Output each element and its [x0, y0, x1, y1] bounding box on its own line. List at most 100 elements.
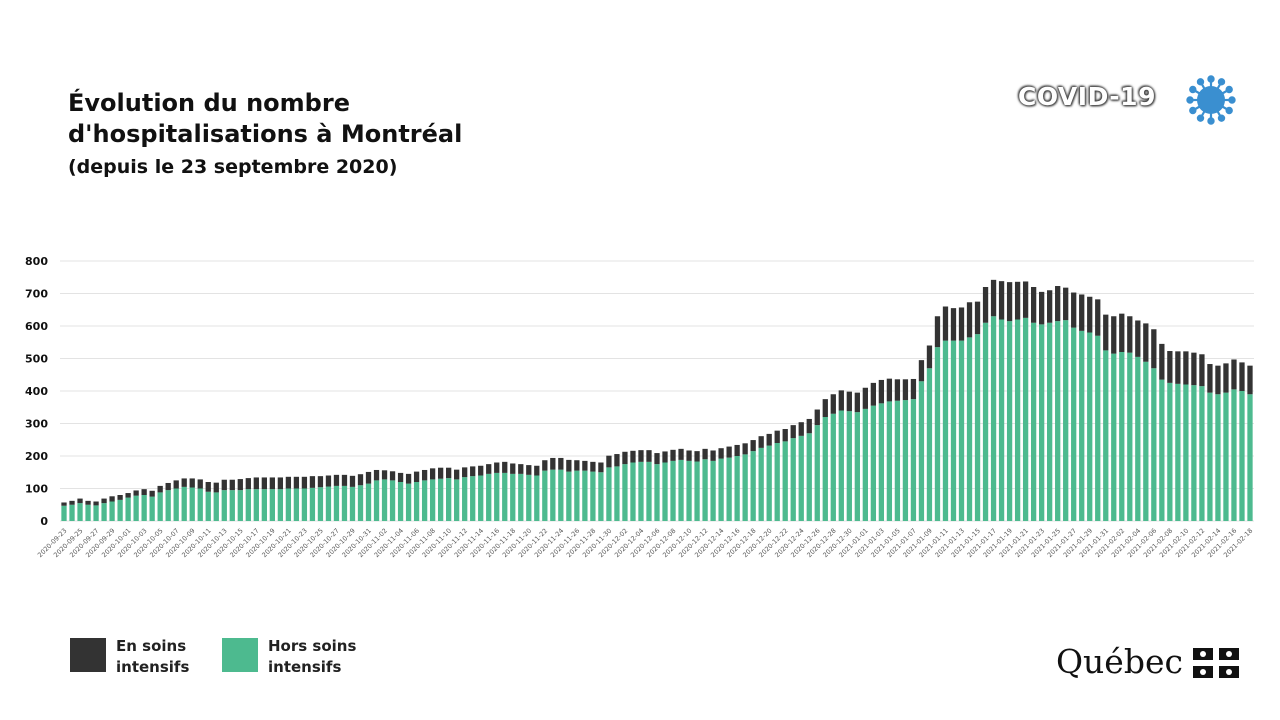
- bar-en-soins-intensifs: [85, 500, 91, 505]
- chart-subtitle: (depuis le 23 septembre 2020): [68, 156, 398, 178]
- bar-hors-soins-intensifs: [758, 447, 764, 522]
- bar-hors-soins-intensifs: [93, 505, 99, 521]
- bar-hors-soins-intensifs: [1039, 324, 1045, 522]
- bar-hors-soins-intensifs: [590, 471, 596, 521]
- bar-en-soins-intensifs: [317, 476, 324, 488]
- bar-en-soins-intensifs: [734, 444, 740, 456]
- legend-swatch-non-icu: [222, 638, 258, 672]
- covid-badge-text: COVID-19: [1018, 82, 1156, 111]
- bar-en-soins-intensifs: [285, 476, 292, 489]
- bar-en-soins-intensifs: [846, 391, 852, 412]
- bar-hors-soins-intensifs: [742, 454, 748, 522]
- bar-en-soins-intensifs: [806, 418, 812, 434]
- bar-en-soins-intensifs: [494, 462, 500, 473]
- bar-en-soins-intensifs: [149, 490, 155, 497]
- bar-hors-soins-intensifs: [790, 438, 796, 522]
- virus-spike-tip: [1228, 96, 1236, 104]
- bar-en-soins-intensifs: [838, 390, 844, 411]
- bar-hors-soins-intensifs: [1199, 386, 1205, 522]
- bar-en-soins-intensifs: [1207, 364, 1213, 393]
- bar-en-soins-intensifs: [630, 450, 636, 463]
- bar-en-soins-intensifs: [566, 459, 572, 472]
- bar-hors-soins-intensifs: [638, 461, 644, 521]
- bar-hors-soins-intensifs: [910, 399, 917, 522]
- bar-hors-soins-intensifs: [1055, 321, 1061, 522]
- bar-hors-soins-intensifs: [854, 412, 860, 522]
- bar-en-soins-intensifs: [1095, 299, 1101, 336]
- bar-en-soins-intensifs: [518, 464, 524, 474]
- bar-hors-soins-intensifs: [325, 486, 332, 521]
- bar-hors-soins-intensifs: [894, 400, 901, 521]
- y-tick-label: 400: [25, 385, 48, 398]
- bar-en-soins-intensifs: [333, 474, 340, 486]
- bar-hors-soins-intensifs: [654, 464, 660, 522]
- bar-hors-soins-intensifs: [846, 411, 852, 521]
- bar-en-soins-intensifs: [942, 306, 949, 341]
- bar-hors-soins-intensifs: [373, 480, 380, 522]
- bar-hors-soins-intensifs: [870, 405, 877, 522]
- bar-hors-soins-intensifs: [702, 459, 708, 521]
- bar-en-soins-intensifs: [454, 469, 460, 480]
- bar-en-soins-intensifs: [1191, 352, 1197, 386]
- bar-hors-soins-intensifs: [1014, 319, 1021, 521]
- bar-hors-soins-intensifs: [349, 486, 356, 522]
- bar-en-soins-intensifs: [1022, 281, 1029, 318]
- bar-en-soins-intensifs: [1167, 351, 1173, 383]
- bar-hors-soins-intensifs: [277, 489, 284, 521]
- bar-hors-soins-intensifs: [1087, 332, 1093, 521]
- bar-hors-soins-intensifs: [462, 477, 468, 522]
- bar-hors-soins-intensifs: [582, 470, 588, 522]
- y-tick-label: 700: [25, 288, 48, 301]
- bar-en-soins-intensifs: [437, 467, 444, 479]
- bar-hors-soins-intensifs: [237, 490, 243, 522]
- bar-en-soins-intensifs: [181, 478, 187, 487]
- bar-hors-soins-intensifs: [365, 483, 372, 522]
- bar-en-soins-intensifs: [886, 378, 893, 402]
- bar-en-soins-intensifs: [189, 478, 195, 488]
- bar-en-soins-intensifs: [710, 450, 716, 461]
- bar-en-soins-intensifs: [373, 469, 380, 481]
- bar-en-soins-intensifs: [1143, 323, 1149, 362]
- bar-hors-soins-intensifs: [1215, 394, 1221, 521]
- bar-en-soins-intensifs: [1215, 365, 1221, 395]
- bar-hors-soins-intensifs: [510, 473, 516, 522]
- bar-en-soins-intensifs: [197, 479, 203, 489]
- bar-en-soins-intensifs: [950, 308, 957, 341]
- bar-en-soins-intensifs: [958, 307, 965, 341]
- bar-hors-soins-intensifs: [662, 462, 668, 521]
- bar-en-soins-intensifs: [526, 465, 532, 475]
- bar-hors-soins-intensifs: [357, 485, 364, 521]
- bar-hors-soins-intensifs: [558, 469, 564, 521]
- coronavirus-icon: [1186, 75, 1236, 125]
- bar-en-soins-intensifs: [117, 495, 123, 500]
- bar-en-soins-intensifs: [245, 478, 251, 490]
- bar-en-soins-intensifs: [614, 454, 620, 467]
- bar-en-soins-intensifs: [982, 287, 989, 323]
- bar-hors-soins-intensifs: [886, 401, 893, 521]
- bar-en-soins-intensifs: [1030, 287, 1037, 323]
- bar-en-soins-intensifs: [109, 496, 115, 502]
- bar-en-soins-intensifs: [1063, 287, 1069, 321]
- bar-hors-soins-intensifs: [958, 340, 965, 522]
- bar-hors-soins-intensifs: [542, 470, 548, 522]
- bar-hors-soins-intensifs: [934, 347, 941, 522]
- bar-hors-soins-intensifs: [678, 459, 684, 521]
- bar-en-soins-intensifs: [558, 457, 564, 470]
- bar-hors-soins-intensifs: [782, 441, 788, 522]
- bar-en-soins-intensifs: [293, 476, 300, 489]
- bar-hors-soins-intensifs: [1127, 352, 1133, 521]
- bar-hors-soins-intensifs: [838, 410, 844, 521]
- bar-en-soins-intensifs: [341, 474, 348, 486]
- bar-en-soins-intensifs: [598, 462, 604, 473]
- bar-hors-soins-intensifs: [1159, 379, 1165, 522]
- bar-hors-soins-intensifs: [1239, 391, 1245, 521]
- bar-en-soins-intensifs: [654, 453, 660, 465]
- bar-en-soins-intensifs: [365, 471, 372, 484]
- bar-en-soins-intensifs: [269, 477, 275, 490]
- bar-en-soins-intensifs: [1175, 351, 1181, 384]
- bar-en-soins-intensifs: [510, 463, 516, 474]
- virus-spike-tip: [1207, 117, 1215, 125]
- bar-en-soins-intensifs: [646, 450, 652, 462]
- virus-spike-tip: [1225, 106, 1233, 115]
- bar-hors-soins-intensifs: [1223, 392, 1229, 522]
